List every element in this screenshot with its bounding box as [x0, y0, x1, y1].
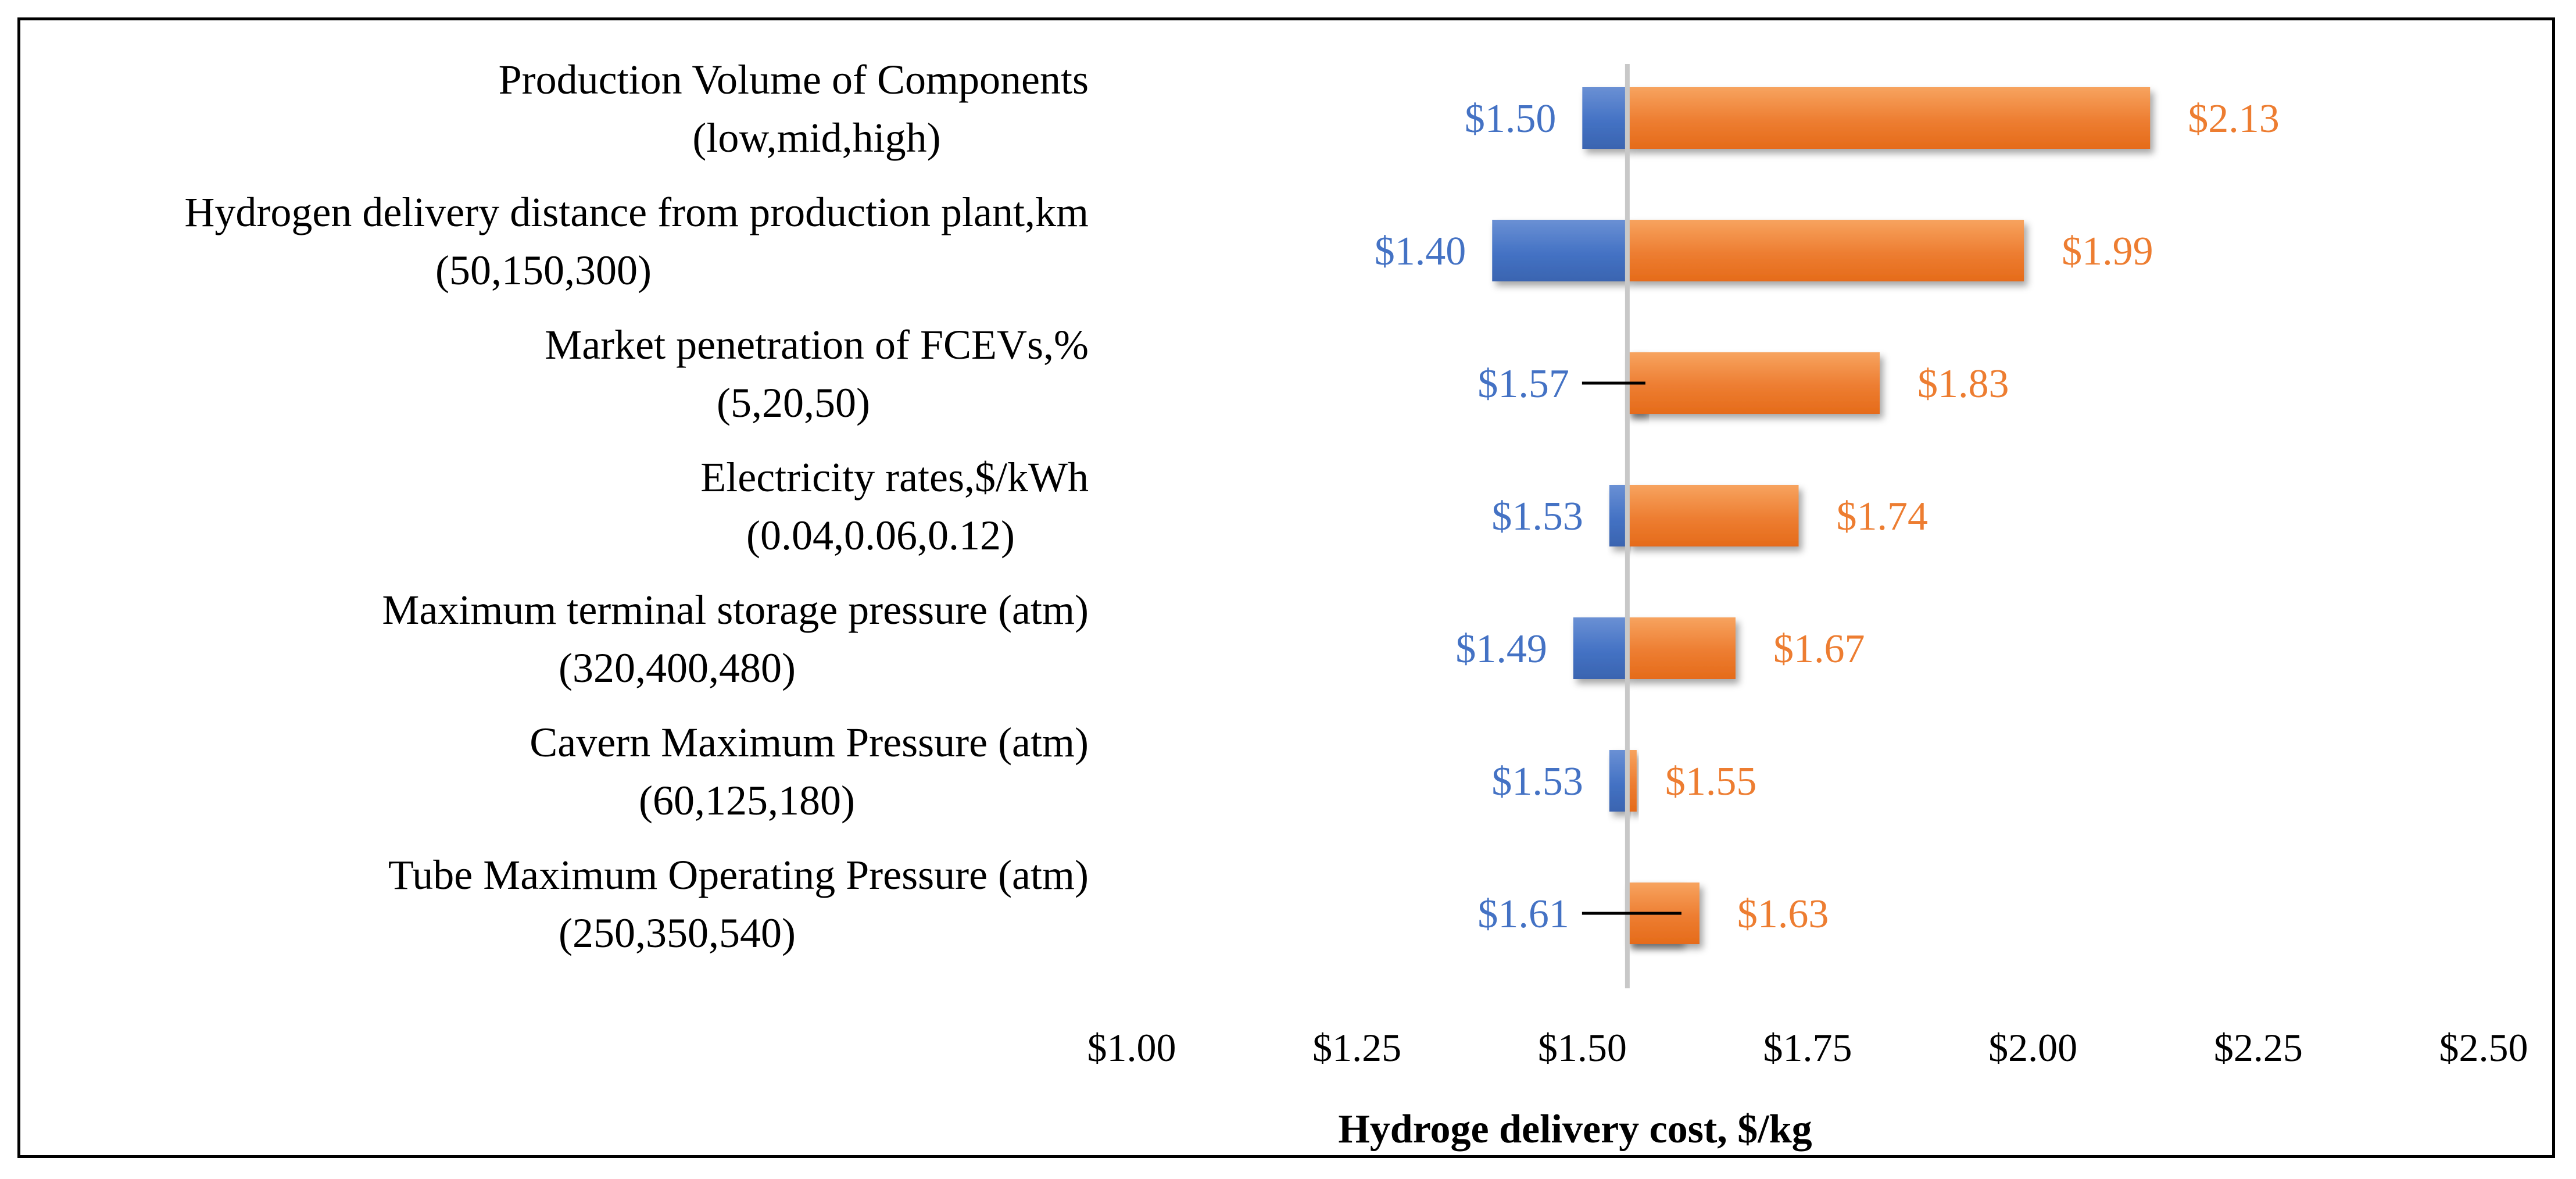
category-sublabel-0: (low,mid,high) — [692, 115, 940, 161]
bar-high-2 — [1627, 352, 1880, 414]
bars — [1492, 87, 2151, 944]
value-labels: $1.50 $2.13 $1.40 $1.99 $1.57 $1.83 $1.53 $1.74… — [1375, 97, 2280, 937]
bar-low-3 — [1609, 485, 1627, 546]
value-label-low-4: $1.49 — [1455, 627, 1547, 671]
bar-high-4 — [1627, 617, 1736, 679]
x-tick-label-4: $2.00 — [1988, 1026, 2077, 1070]
x-tick-label-3: $1.75 — [1763, 1026, 1852, 1070]
category-label-4: Maximum terminal storage pressure (atm) — [382, 587, 1089, 633]
x-tick-label-1: $1.25 — [1312, 1026, 1401, 1070]
category-sublabel-4: (320,400,480) — [559, 645, 796, 691]
value-label-high-1: $1.99 — [2062, 229, 2153, 274]
x-tick-label-6: $2.50 — [2439, 1026, 2528, 1070]
category-labels: Production Volume of Components (low,mid,… — [184, 56, 1089, 956]
value-label-low-2: $1.57 — [1477, 362, 1569, 406]
x-tick-label-0: $1.00 — [1087, 1026, 1176, 1070]
value-label-high-0: $2.13 — [2188, 97, 2280, 141]
value-label-high-3: $1.74 — [1836, 494, 1928, 539]
bar-low-0 — [1582, 87, 1627, 149]
category-sublabel-3: (0.04,0.06,0.12) — [746, 512, 1015, 559]
category-sublabel-6: (250,350,540) — [559, 910, 796, 956]
category-label-1: Hydrogen delivery distance from producti… — [184, 189, 1089, 235]
bar-low-1 — [1492, 220, 1627, 281]
category-label-2: Market penetration of FCEVs,% — [545, 321, 1089, 368]
value-label-high-6: $1.63 — [1737, 892, 1829, 937]
x-tick-label-5: $2.25 — [2214, 1026, 2303, 1070]
value-label-low-3: $1.53 — [1491, 494, 1583, 539]
bar-high-3 — [1627, 485, 1799, 546]
category-sublabel-2: (5,20,50) — [717, 380, 870, 426]
x-axis-ticks: $1.00 $1.25 $1.50 $1.75 $2.00 $2.25 $2.50 — [1087, 1026, 2528, 1070]
category-sublabel-5: (60,125,180) — [639, 777, 855, 824]
chart-frame: Production Volume of Components (low,mid,… — [17, 17, 2555, 1158]
category-label-5: Cavern Maximum Pressure (atm) — [529, 719, 1089, 766]
value-label-low-0: $1.50 — [1465, 97, 1557, 141]
category-label-0: Production Volume of Components — [499, 56, 1089, 103]
value-label-low-5: $1.53 — [1491, 759, 1583, 804]
value-label-high-5: $1.55 — [1665, 759, 1757, 804]
x-axis-title: Hydroge delivery cost, $/kg — [1338, 1107, 1812, 1152]
category-label-6: Tube Maximum Operating Pressure (atm) — [388, 852, 1089, 898]
value-label-low-6: $1.61 — [1477, 892, 1569, 937]
category-sublabel-1: (50,150,300) — [435, 247, 652, 294]
category-label-3: Electricity rates,$/kWh — [700, 454, 1089, 501]
bar-low-4 — [1573, 617, 1627, 679]
bar-low-5 — [1609, 750, 1627, 812]
value-label-high-4: $1.67 — [1773, 627, 1865, 671]
x-tick-label-2: $1.50 — [1538, 1026, 1627, 1070]
bar-high-1 — [1627, 220, 2024, 281]
tornado-chart: Production Volume of Components (low,mid,… — [184, 56, 2528, 1152]
value-label-low-1: $1.40 — [1375, 229, 1466, 274]
value-label-high-2: $1.83 — [1917, 362, 2009, 406]
bar-high-0 — [1627, 87, 2151, 149]
